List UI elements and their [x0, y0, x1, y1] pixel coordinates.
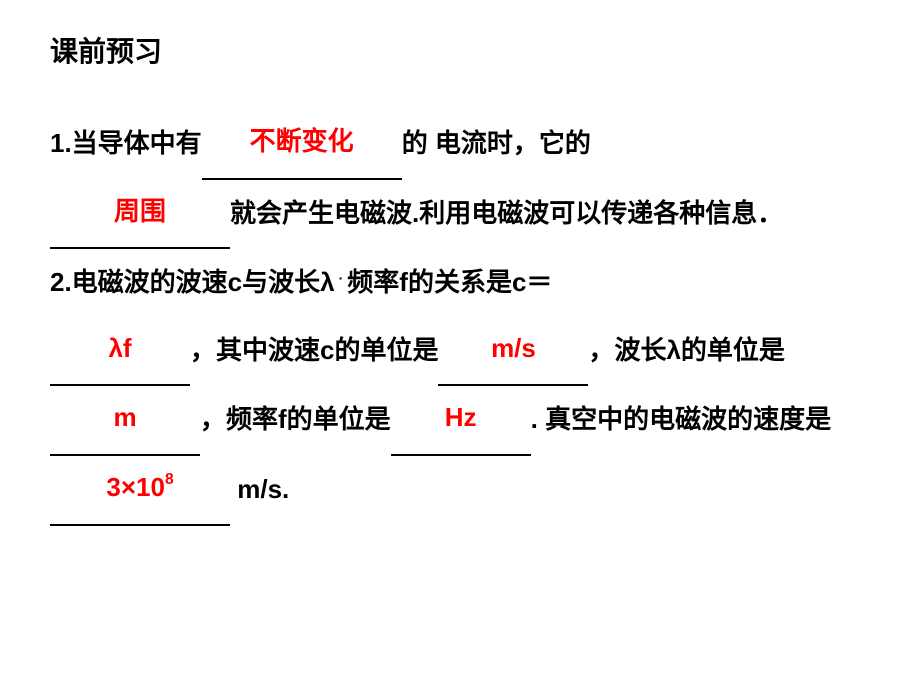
q2-blank-5: 3×108 — [50, 456, 230, 526]
q2-text-1b: 频率f的关系是c＝ — [347, 267, 552, 297]
q2-blank-1: λf — [50, 317, 190, 387]
q1-blank-2: 周围 — [50, 180, 230, 250]
q2-answer-1: λf — [108, 333, 131, 363]
q2-text-3: ，波长λ的单位是 — [588, 335, 784, 365]
q2-text-6: m/s. — [230, 474, 289, 504]
q2-answer-2: m/s — [491, 333, 536, 363]
q2-blank-2: m/s — [438, 317, 588, 387]
q1-blank-1: 不断变化 — [202, 110, 402, 180]
q2-text-2: ，其中波速c的单位是 — [190, 335, 438, 365]
q1-answer-2: 周围 — [114, 196, 166, 226]
q2-text-4: ，频率f的单位是 — [200, 404, 391, 434]
q2-blank-3: m — [50, 386, 200, 456]
q2-blank-4: Hz — [391, 386, 531, 456]
q2-answer-4: Hz — [445, 402, 477, 432]
q1-text-1: 1.当导体中有 — [50, 128, 202, 158]
section-title: 课前预习 — [50, 30, 870, 70]
q2-answer-5: 3×108 — [106, 472, 173, 502]
q1-text-2: 的 电流时，它的 — [402, 128, 591, 158]
q2-text-1: 2.电磁波的波速c与波长λ — [50, 267, 335, 297]
q1-answer-1: 不断变化 — [250, 126, 354, 156]
q2-text-5: . 真空中的电磁波的速度是 — [531, 404, 831, 434]
q2-answer-3: m — [113, 402, 136, 432]
center-dot: · — [339, 260, 344, 296]
content-body: 1.当导体中有 不断变化 的 电流时，它的 周围 就会产生电磁波.利用电磁波可以传递各… — [50, 110, 870, 526]
q1-text-3: 就会产生电磁波.利用电磁波可以传递各种信息． — [230, 198, 783, 228]
